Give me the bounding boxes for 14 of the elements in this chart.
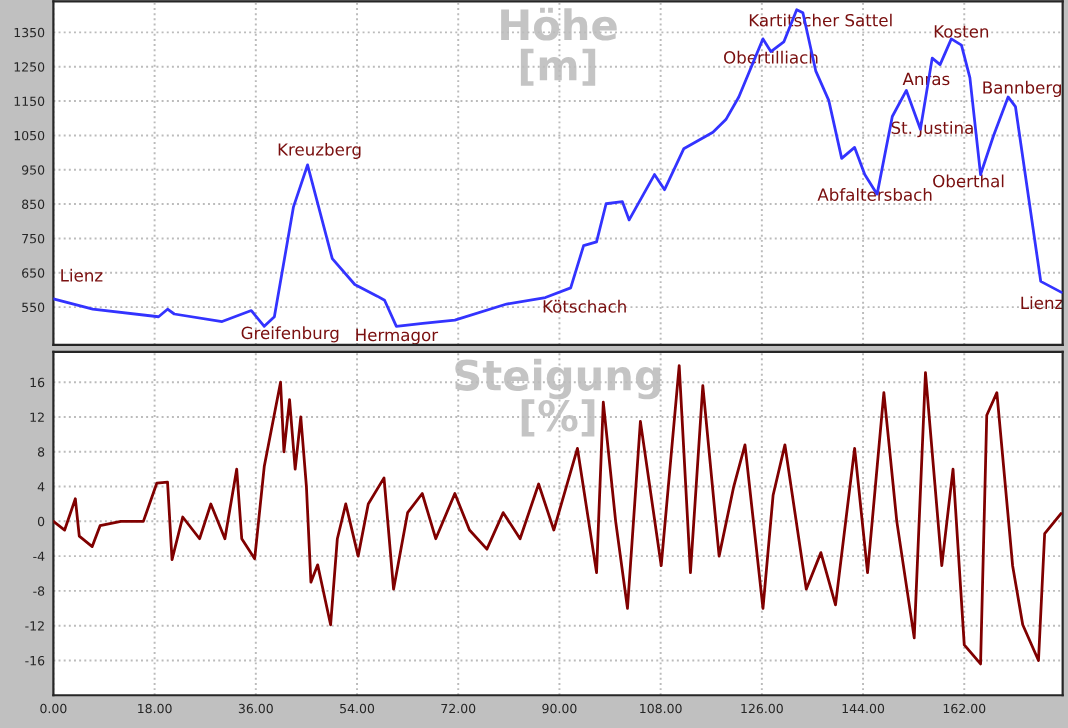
text: Höhe [m] [501, 7, 617, 86]
annotation: Lienz [61, 268, 103, 282]
annotation: Kosten [934, 25, 989, 38]
annotation: Kreuzberg [278, 142, 361, 160]
annotation: Abfaltersbach [817, 188, 932, 201]
text: Steigung [%] [455, 358, 661, 437]
annotation: Lienz [1021, 296, 1063, 310]
annotation: Greifenburg [241, 326, 339, 343]
annotation: Oberthal [933, 174, 1004, 188]
annotation: Hermagor [356, 328, 439, 345]
line-series [53, 8, 1063, 328]
annotation: Kötschach [543, 299, 626, 313]
annotation: Bannberg [983, 80, 1061, 97]
annotation: St. Justina [891, 121, 973, 138]
